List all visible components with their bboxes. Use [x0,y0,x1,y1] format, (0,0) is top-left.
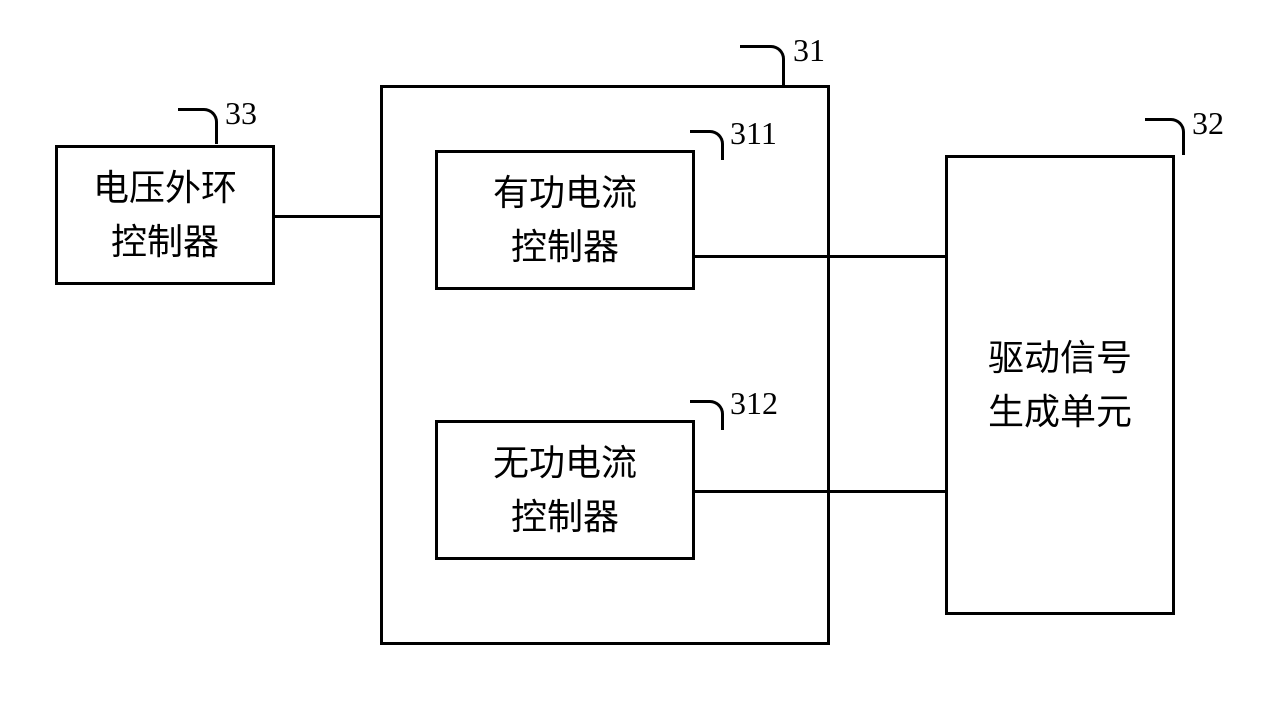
leader-311 [690,130,724,160]
connector-312-to-31r [695,490,830,493]
leader-312 [690,400,724,430]
voltage-outer-loop-box: 电压外环 控制器 [55,145,275,285]
ref-311: 311 [730,115,777,152]
leader-33 [178,108,218,144]
voltage-outer-loop-label: 电压外环 控制器 [93,161,237,269]
ref-33: 33 [225,95,257,132]
ref-312: 312 [730,385,778,422]
active-current-box: 有功电流 控制器 [435,150,695,290]
drive-signal-box: 驱动信号 生成单元 [945,155,1175,615]
connector-33-to-31 [275,215,382,218]
connector-311-to-31r [695,255,830,258]
reactive-current-label: 无功电流 控制器 [493,436,637,544]
leader-31 [740,45,785,85]
active-current-label: 有功电流 控制器 [493,166,637,274]
drive-signal-label: 驱动信号 生成单元 [988,331,1132,439]
connector-31-to-32-top [830,255,947,258]
leader-32 [1145,118,1185,155]
connector-31-to-32-bottom [830,490,947,493]
reactive-current-box: 无功电流 控制器 [435,420,695,560]
ref-32: 32 [1192,105,1224,142]
ref-31: 31 [793,32,825,69]
